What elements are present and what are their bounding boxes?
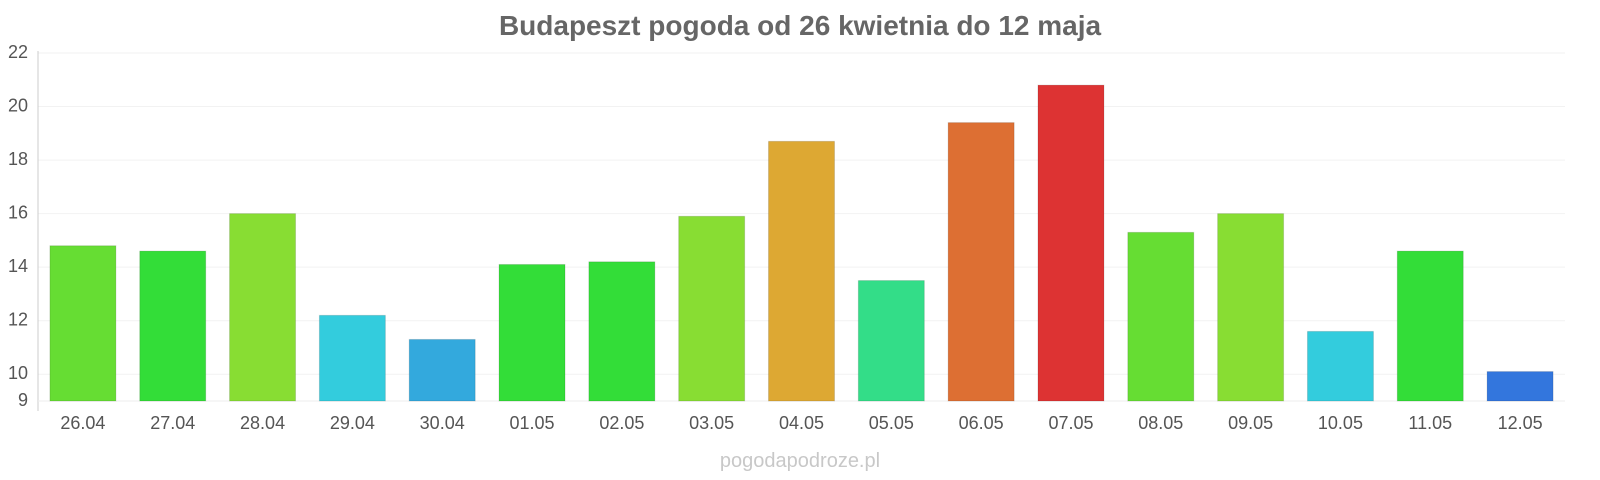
- bar-02.05: [588, 261, 656, 402]
- x-tick-label: 08.05: [1138, 413, 1183, 433]
- x-tick-label: 28.04: [240, 413, 285, 433]
- x-tick-label: 26.04: [60, 413, 105, 433]
- bar-07.05: [1037, 84, 1105, 402]
- bar-29.04: [318, 314, 386, 402]
- chart-title: Budapeszt pogoda od 26 kwietnia do 12 ma…: [498, 10, 1102, 41]
- bar-12.05: [1486, 371, 1554, 402]
- bar-11.05: [1396, 250, 1464, 402]
- x-tick-labels: 26.04 27.04 28.04 29.04 30.04 01.05 02.05 03.05…: [60, 413, 1542, 433]
- x-tick-label: 01.05: [510, 413, 555, 433]
- bar-06.05: [947, 122, 1015, 402]
- watermark: pogodapodroze.pl: [719, 450, 881, 472]
- x-tick-label: 07.05: [1048, 413, 1093, 433]
- bar-26.04: [49, 245, 117, 402]
- y-tick-label: 14: [8, 256, 28, 276]
- x-tick-label: 12.05: [1498, 413, 1543, 433]
- x-tick-label: 27.04: [150, 413, 195, 433]
- bar-10.05: [1306, 330, 1374, 402]
- bar-04.05: [768, 140, 835, 402]
- y-tick-label: 20: [8, 95, 28, 115]
- y-tick-label: 16: [8, 202, 28, 222]
- y-tick-labels: 9 10 12 14 16 18 20 22: [8, 42, 28, 410]
- y-tick-label: 9: [18, 390, 28, 410]
- x-tick-label: 06.05: [959, 413, 1004, 433]
- x-tick-label: 10.05: [1318, 413, 1363, 433]
- bar-30.04: [408, 338, 476, 402]
- x-tick-label: 04.05: [779, 413, 824, 433]
- x-tick-label: 30.04: [420, 413, 465, 433]
- x-tick-label: 29.04: [330, 413, 375, 433]
- y-tick-label: 18: [8, 149, 28, 169]
- bar-09.05: [1217, 213, 1285, 402]
- x-tick-label: 02.05: [599, 413, 644, 433]
- bar-01.05: [498, 263, 566, 402]
- bar-03.05: [678, 215, 746, 402]
- bar-05.05: [857, 280, 925, 402]
- bars: [49, 84, 1554, 402]
- bar-28.04: [229, 213, 297, 402]
- y-tick-label: 22: [8, 42, 28, 62]
- bar-08.05: [1127, 231, 1195, 402]
- x-tick-label: 11.05: [1408, 413, 1452, 433]
- y-tick-label: 12: [8, 309, 28, 329]
- y-tick-label: 10: [8, 363, 28, 383]
- x-tick-label: 09.05: [1228, 413, 1273, 433]
- x-tick-label: 05.05: [869, 413, 914, 433]
- bar-27.04: [139, 250, 207, 402]
- x-tick-label: 03.05: [689, 413, 734, 433]
